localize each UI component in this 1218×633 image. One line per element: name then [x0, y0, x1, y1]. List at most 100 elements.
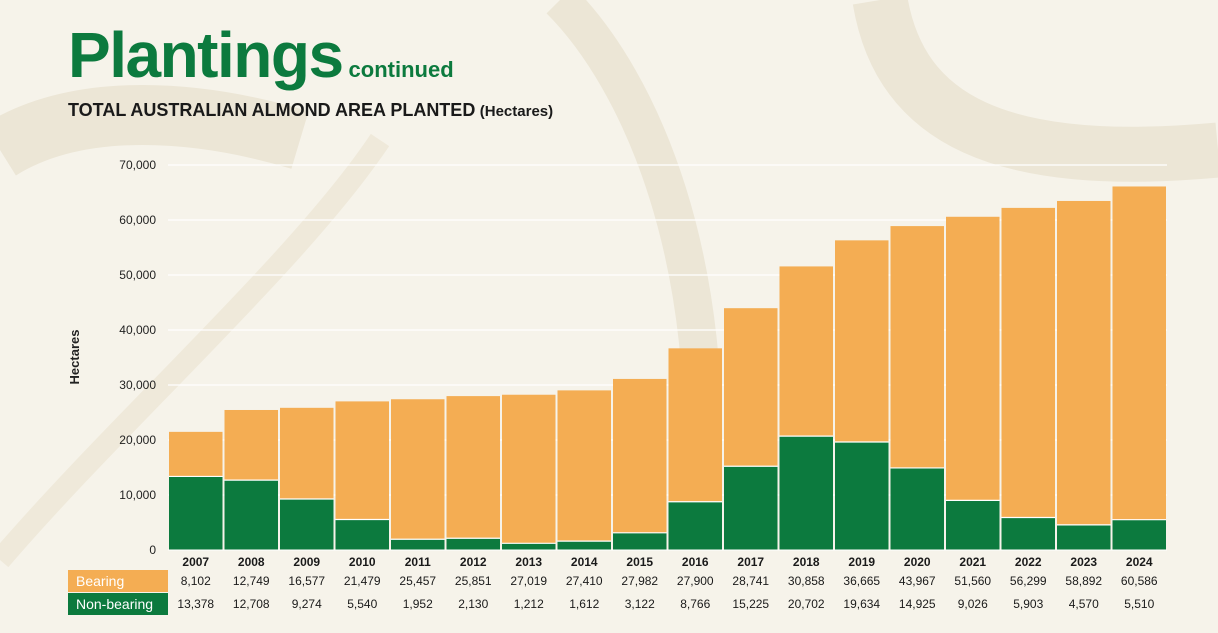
bars	[169, 186, 1166, 550]
bearing-value: 27,982	[621, 574, 659, 588]
page-title-continued: continued	[348, 57, 454, 82]
non-bearing-value: 5,510	[1124, 597, 1155, 611]
bearing-value: 27,019	[510, 574, 548, 588]
bar-non-bearing	[1112, 519, 1166, 550]
bar-non-bearing	[335, 519, 389, 550]
y-tick-label: 10,000	[119, 488, 156, 502]
bearing-value: 56,299	[1009, 574, 1047, 588]
bar-non-bearing	[1001, 517, 1055, 550]
x-tick-label: 2010	[349, 555, 376, 569]
bearing-value: 27,900	[676, 574, 714, 588]
data-table-row-non-bearing: 13,378 12,708 9,274 5,540 1,952 2,130 1,212 1,6…	[0, 593, 1218, 615]
bar-non-bearing	[280, 498, 334, 550]
non-bearing-value: 4,570	[1068, 597, 1099, 611]
page-title: Plantings continued	[68, 18, 454, 92]
bar-bearing	[1001, 207, 1055, 518]
bar-non-bearing	[557, 541, 611, 550]
x-tick-label: 2017	[737, 555, 764, 569]
bearing-value: 25,851	[454, 574, 492, 588]
x-tick-label: 2015	[626, 555, 653, 569]
non-bearing-value: 8,766	[680, 597, 711, 611]
bearing-value: 36,665	[843, 574, 881, 588]
bearing-value: 25,457	[399, 574, 437, 588]
non-bearing-value: 5,540	[347, 597, 378, 611]
bar-non-bearing	[668, 501, 722, 550]
non-bearing-value: 13,378	[177, 597, 215, 611]
bar-non-bearing	[169, 476, 223, 550]
bar-bearing	[835, 240, 889, 443]
bar-bearing	[335, 401, 389, 520]
y-tick-label: 70,000	[119, 158, 156, 172]
bearing-value: 60,586	[1120, 574, 1158, 588]
bar-bearing	[557, 390, 611, 542]
chart-title-main: TOTAL AUSTRALIAN ALMOND AREA PLANTED	[68, 100, 476, 120]
bar-bearing	[169, 431, 223, 477]
bar-bearing	[1057, 200, 1111, 525]
non-bearing-value: 12,708	[232, 597, 270, 611]
y-tick-label: 30,000	[119, 378, 156, 392]
x-tick-label: 2009	[293, 555, 320, 569]
bar-non-bearing	[724, 466, 778, 550]
bar-bearing	[724, 308, 778, 467]
non-bearing-value: 9,026	[957, 597, 988, 611]
x-tick-label: 2008	[238, 555, 265, 569]
bearing-value: 28,741	[732, 574, 770, 588]
bar-bearing	[446, 396, 500, 539]
bearing-value: 27,410	[565, 574, 603, 588]
x-tick-label: 2024	[1126, 555, 1153, 569]
bar-bearing	[946, 216, 1000, 501]
bar-bearing	[613, 378, 667, 533]
bearing-value: 43,967	[898, 574, 936, 588]
x-tick-label: 2022	[1015, 555, 1042, 569]
x-tick-label: 2019	[848, 555, 875, 569]
bearing-value: 51,560	[954, 574, 992, 588]
non-bearing-value: 15,225	[732, 597, 770, 611]
non-bearing-value: 1,952	[402, 597, 433, 611]
bar-non-bearing	[1057, 524, 1111, 550]
x-tick-label: 2011	[405, 555, 431, 569]
chart-title: TOTAL AUSTRALIAN ALMOND AREA PLANTED (He…	[68, 100, 553, 121]
y-tick-label: 60,000	[119, 213, 156, 227]
y-tick-label: 40,000	[119, 323, 156, 337]
gridlines	[168, 164, 1167, 496]
bar-non-bearing	[779, 436, 833, 550]
x-tick-label: 2023	[1070, 555, 1097, 569]
x-tick-label: 2018	[793, 555, 820, 569]
x-tick-label: 2021	[959, 555, 986, 569]
x-tick-label: 2012	[460, 555, 487, 569]
x-tick-label: 2013	[515, 555, 542, 569]
bar-non-bearing	[946, 500, 1000, 550]
bearing-value: 12,749	[232, 574, 270, 588]
non-bearing-value: 5,903	[1013, 597, 1044, 611]
bearing-value: 16,577	[288, 574, 326, 588]
bar-bearing	[890, 226, 944, 468]
bar-bearing	[280, 407, 334, 499]
chart-title-unit: (Hectares)	[479, 103, 554, 120]
bearing-value: 21,479	[343, 574, 381, 588]
axes: 0 10,000 20,000 30,000 40,000 50,000 60,000 70,…	[67, 158, 1167, 569]
x-tick-label: 2020	[904, 555, 931, 569]
bar-non-bearing	[391, 539, 445, 550]
y-tick-label: 20,000	[119, 433, 156, 447]
x-tick-label: 2016	[682, 555, 709, 569]
data-table-row-bearing: 8,102 12,749 16,577 21,479 25,457 25,851 27,01…	[0, 570, 1218, 592]
bar-non-bearing	[502, 543, 556, 550]
x-tick-label: 2014	[571, 555, 598, 569]
y-axis-label: Hectares	[67, 330, 82, 385]
non-bearing-value: 2,130	[458, 597, 489, 611]
bar-non-bearing	[835, 442, 889, 550]
bar-bearing	[779, 266, 833, 437]
non-bearing-value: 3,122	[624, 597, 655, 611]
non-bearing-value: 19,634	[843, 597, 881, 611]
non-bearing-value: 20,702	[787, 597, 825, 611]
bearing-value: 30,858	[787, 574, 825, 588]
page-title-main: Plantings	[68, 19, 344, 91]
legend-bearing: Bearing	[68, 570, 168, 592]
bar-bearing	[502, 394, 556, 544]
bar-non-bearing	[224, 480, 278, 550]
bar-bearing	[1112, 186, 1166, 520]
legend-non-bearing: Non-bearing	[68, 593, 168, 615]
x-tick-label: 2007	[182, 555, 209, 569]
bar-non-bearing	[446, 538, 500, 550]
